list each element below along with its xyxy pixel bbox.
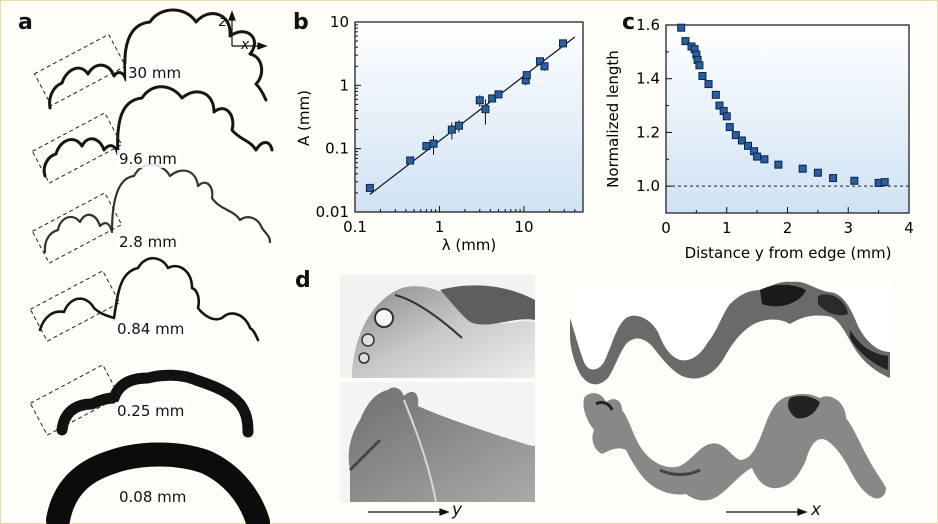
y-axis-label-c: Normalized length: [604, 50, 622, 188]
y-tick-label: 1: [339, 76, 349, 94]
x-tick-label: 0.1: [343, 218, 367, 236]
x-tick-labels-c: 0 1 2 3 4: [661, 219, 914, 237]
data-point: [798, 164, 807, 173]
x-axis-label-c: Distance y from edge (mm): [685, 244, 892, 262]
data-point: [698, 72, 707, 81]
data-point: [540, 62, 549, 71]
y-tick-label: 1.4: [636, 70, 660, 88]
arrow-y-label: y: [452, 500, 463, 520]
data-point: [522, 71, 531, 80]
x-axis-label-b: λ (mm): [442, 236, 497, 254]
data-point: [850, 176, 859, 185]
x-tick-label: 1: [722, 219, 732, 237]
edge-profile-2: [42, 85, 274, 178]
edge-profile-1: [48, 8, 268, 110]
data-point: [725, 123, 734, 132]
panel-label-b: b: [293, 10, 309, 35]
data-point: [829, 174, 838, 183]
data-point: [475, 96, 484, 105]
chart-c: 0 1 2 3 4 1.0 1.2 1.4 1.6 Distance y from edge …: [604, 16, 914, 262]
y-tick-label: 0.1: [325, 140, 349, 158]
axis-z-label: z: [219, 14, 227, 30]
data-point: [559, 39, 568, 48]
x-tick-label: 3: [843, 219, 853, 237]
micrograph-top-left: [340, 275, 535, 378]
data-point: [813, 168, 822, 177]
y-tick-labels-b: 0.01 0.1 1 10: [316, 13, 349, 221]
plot-area-b: [354, 21, 584, 213]
zoom-box-2: [31, 112, 123, 184]
micrograph-top-right: [570, 281, 890, 385]
scale-label-2-8mm: 2.8 mm: [117, 233, 179, 251]
tick-marks-b: [354, 21, 584, 213]
panel-label-a: a: [18, 10, 33, 35]
scale-label-9-6mm: 9.6 mm: [117, 150, 179, 168]
zoom-box-5: [29, 364, 121, 436]
zoom-box-4: [29, 270, 121, 342]
x-tick-label: 0: [661, 219, 671, 237]
data-point: [365, 183, 374, 192]
scale-label-0-08mm: 0.08 mm: [119, 488, 187, 506]
micrograph-bottom-left: [340, 382, 535, 503]
x-tick-label: 1: [435, 218, 445, 236]
scale-label-0-84mm: 0.84 mm: [115, 320, 187, 338]
zoom-box-3: [31, 192, 123, 264]
edge-profile-6: [46, 442, 270, 524]
data-point: [488, 94, 497, 103]
data-point: [454, 121, 463, 130]
data-point: [715, 101, 724, 110]
data-point: [737, 136, 746, 145]
x-tick-label: 4: [904, 219, 914, 237]
y-tick-labels-c: 1.0 1.2 1.4 1.6: [636, 16, 660, 195]
data-point: [681, 37, 690, 46]
data-point: [494, 90, 503, 99]
axes-glyph: [228, 10, 268, 50]
data-point: [677, 23, 686, 32]
plot-area-c: [665, 24, 910, 214]
y-axis-label-b: A (mm): [295, 90, 313, 146]
y-tick-label: 10: [330, 13, 349, 31]
arrow-x-label: x: [811, 500, 822, 520]
data-point: [406, 156, 415, 165]
data-point: [760, 155, 769, 164]
axis-x-label: x: [241, 37, 250, 53]
data-point: [880, 178, 889, 187]
data-point: [731, 131, 740, 140]
panel-label-d: d: [295, 268, 311, 293]
data-point: [429, 139, 438, 148]
scale-label-30mm: 30 mm: [126, 64, 184, 82]
edge-profile-4: [38, 256, 260, 342]
panel-label-c: c: [622, 10, 636, 35]
y-tick-label: 0.01: [316, 203, 349, 221]
data-point: [536, 57, 545, 66]
edge-profile-5: [56, 369, 254, 438]
y-tick-label: 1.6: [636, 16, 660, 34]
x-tick-label: 2: [783, 219, 793, 237]
y-tick-label: 1.2: [636, 123, 660, 141]
data-point: [695, 61, 704, 70]
zoom-box-1: [33, 33, 127, 107]
data-points-c: [677, 23, 889, 187]
scale-label-0-25mm: 0.25 mm: [115, 402, 187, 420]
data-point: [722, 112, 731, 121]
data-point: [704, 80, 713, 89]
micrograph-bottom-right: [583, 393, 886, 501]
y-tick-label: 1.0: [636, 177, 660, 195]
data-point: [744, 141, 753, 150]
data-points-b: [365, 39, 568, 192]
x-tick-labels-b: 0.1 1 10: [343, 218, 533, 236]
x-tick-label: 10: [514, 218, 533, 236]
tick-marks-c: [665, 24, 910, 214]
data-point: [774, 160, 783, 169]
data-point: [481, 105, 490, 114]
data-point: [711, 90, 720, 99]
